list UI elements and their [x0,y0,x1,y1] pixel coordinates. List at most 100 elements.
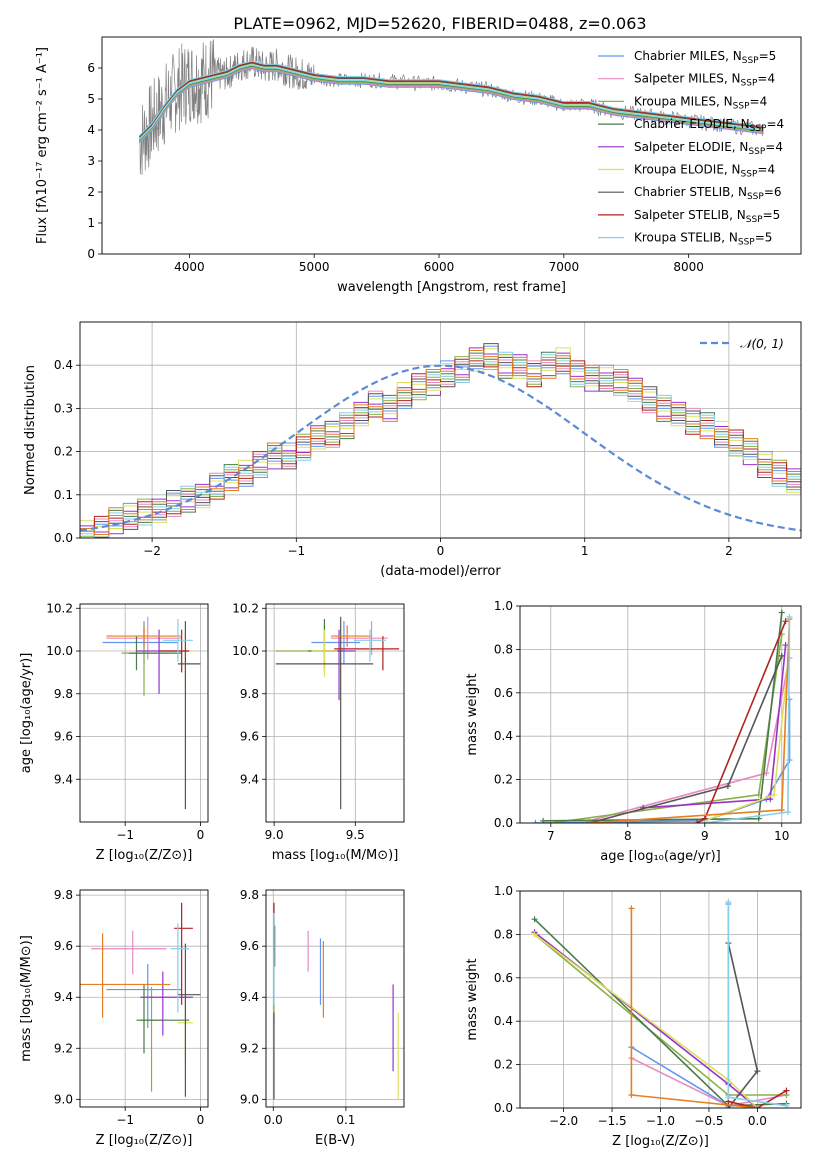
weight-point-marker [784,809,791,816]
y-tick-label: 0.6 [494,971,513,985]
y-tick-label: 0.2 [494,1058,513,1072]
legend-label: Kroupa ELODIE, NSSP=4 [634,163,775,180]
weight-series-line [643,645,787,809]
y-tick-label: 0.0 [494,1101,513,1115]
x-tick-label: 7 [547,829,555,843]
plot-area [275,616,400,810]
legend-label-name: Chabrier ELODIE, N [634,117,750,131]
legend-label: Chabrier MILES, NSSP=5 [634,49,776,66]
legend-label-suffix: =4 [765,140,783,154]
weight-point-marker [694,820,701,823]
y-tick-label: 9.8 [240,687,259,701]
weight-point-marker [628,905,635,912]
axes-frame [79,321,802,539]
mass-vs-ebv-panel: 0.0 0.1 9.0 9.2 9.4 9.6 9.8 E(B-V) [240,888,405,1148]
y-axis-label: mass weight [465,958,480,1040]
mass-weight-vs-z-panel: −2.0 −1.5 −1.0 −0.5 0.0 0.0 0.2 0.4 0.6 0.8 1.0 Z [… [465,884,802,1149]
y-tick-label: 0.6 [494,686,513,700]
legend-label-sub: SSP [741,79,758,89]
histogram-series-steps [80,350,801,535]
x-tick-label: 4000 [174,260,205,274]
legend-label: Salpeter MILES, NSSP=4 [634,72,775,89]
spectrum-model-line [139,65,764,141]
legend-label: Kroupa STELIB, NSSP=5 [634,231,772,248]
weight-point-marker [725,1094,732,1101]
weight-point-marker [531,916,538,923]
mass-weight-vs-age-panel: 7 8 9 10 0.0 0.2 0.4 0.6 0.8 1.0 age [log₁₀(age/yr… [465,599,802,864]
weight-series-line [630,908,758,1108]
x-tick-label: 8000 [673,260,704,274]
legend-label-name: Chabrier STELIB, N [634,185,747,199]
axes-frame [79,889,209,1108]
weight-point-marker [786,613,793,620]
y-tick-label: 0.0 [54,531,73,545]
legend-label-suffix: =6 [764,185,782,199]
legend-label: Salpeter ELODIE, NSSP=4 [634,140,783,157]
x-tick-label: 2 [725,544,733,558]
weight-point-marker [586,820,593,823]
x-axis-label: wavelength [Angstrom, rest frame] [337,280,566,295]
x-tick-label: 8 [624,829,632,843]
weight-point-marker [754,1068,761,1075]
weight-point-marker [628,1091,635,1098]
histogram-series-steps [80,347,801,529]
x-tick-label: −1 [116,1113,134,1127]
spectrum-model-line [139,63,764,139]
x-axis-label: E(B-V) [315,1133,355,1148]
x-tick-label: −2 [143,544,161,558]
x-tick-label: 9 [701,829,709,843]
y-tick-label: 0.8 [494,927,513,941]
x-axis-label: Z [log₁₀(Z/Z⊙)] [96,1133,193,1148]
legend-label-sub: SSP [738,238,755,248]
y-tick-label: 0.4 [494,1014,513,1028]
plot-area [80,343,801,538]
age-vs-z-panel: −1 0 9.4 9.6 9.8 10.0 10.2 Z [log₁₀(Z/Z⊙)] age [… [19,601,209,863]
y-tick-label: 9.0 [54,1092,73,1106]
histogram-series-steps [80,347,801,535]
legend-label-name: Salpeter MILES, N [634,72,741,86]
weight-point-marker [778,806,785,813]
y-tick-label: 0.3 [54,401,73,415]
weight-point-marker [767,796,774,803]
y-tick-label: 9.6 [240,939,259,953]
weight-point-marker [754,1105,761,1108]
x-tick-label: 6000 [424,260,455,274]
y-tick-label: 0.8 [494,642,513,656]
y-tick-label: 10.0 [46,644,73,658]
x-tick-label: 0 [197,828,205,842]
y-axis-label: age [log₁₀(age/yr)] [19,653,34,774]
x-tick-label: 9.5 [346,828,365,842]
spectrum-model-line [139,60,764,136]
histogram-series-steps [80,351,801,538]
y-tick-label: 9.6 [240,730,259,744]
spectrum-model-line [139,62,764,138]
y-tick-label: 9.8 [54,687,73,701]
plot-area [273,902,399,1100]
spectrum-model-line [139,68,764,144]
weight-point-marker [724,783,731,790]
weight-point-marker [786,757,793,764]
legend-label: Chabrier STELIB, NSSP=6 [634,185,782,202]
legend-label-name: Kroupa STELIB, N [634,231,738,245]
legend-label-sub: SSP [742,56,759,66]
x-tick-label: −0.5 [694,1114,723,1128]
axes-frame [519,605,802,824]
legend-label: Kroupa MILES, NSSP=4 [634,94,767,111]
y-tick-label: 2 [87,185,95,199]
legend-label-sub: SSP [746,215,763,225]
x-tick-label: −1.0 [646,1114,675,1128]
histogram-series-steps [80,351,801,538]
legend-label-suffix: =4 [757,72,775,86]
y-tick-label: 0.4 [494,729,513,743]
axes-frame [265,889,405,1108]
axes-frame [265,603,405,823]
weight-point-marker [783,1087,790,1094]
x-tick-label: −1 [116,828,134,842]
weight-point-marker [782,618,789,625]
x-axis-label: age [log₁₀(age/yr)] [600,849,721,864]
x-tick-label: −2.0 [549,1114,578,1128]
weight-point-marker [778,609,785,616]
spectrum-model-line [139,67,764,143]
y-tick-label: 9.6 [54,939,73,953]
